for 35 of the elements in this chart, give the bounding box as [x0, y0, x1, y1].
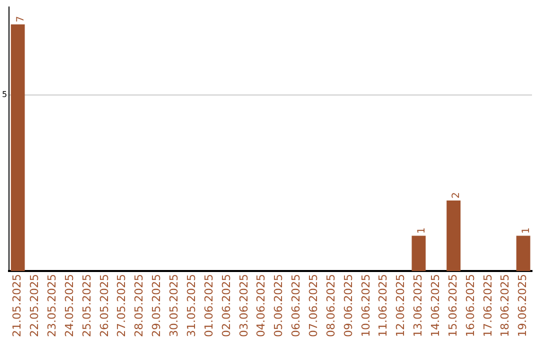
- x-tick-label: 19.06.2025: [516, 274, 530, 338]
- x-tick-label: 08.06.2025: [324, 274, 338, 338]
- x-tick-label: 30.05.2025: [168, 274, 181, 338]
- x-tick-label: 04.06.2025: [254, 274, 268, 338]
- x-tick-label: 15.06.2025: [446, 274, 460, 338]
- x-tick-label: 25.05.2025: [80, 274, 94, 338]
- x-tick-label: 03.06.2025: [237, 274, 250, 338]
- x-tick-label: 24.05.2025: [62, 274, 76, 338]
- x-tick-label: 09.06.2025: [342, 274, 355, 338]
- data-label: 1: [416, 227, 428, 234]
- y-tick-label: 5: [2, 90, 8, 99]
- x-tick-label: 05.06.2025: [272, 274, 286, 338]
- x-tick-label: 13.06.2025: [412, 274, 425, 338]
- x-tick-label: 02.06.2025: [220, 274, 233, 338]
- x-tick-label: 18.06.2025: [498, 274, 512, 338]
- data-label: 7: [15, 16, 26, 22]
- x-tick-label: 23.05.2025: [46, 274, 59, 338]
- x-tick-label: 29.05.2025: [150, 274, 164, 338]
- x-tick-label: 10.06.2025: [359, 274, 372, 338]
- x-tick-label: 07.06.2025: [306, 274, 320, 338]
- x-tick-label: 16.06.2025: [464, 274, 477, 338]
- data-label: 2: [451, 192, 462, 199]
- x-tick-label: 31.05.2025: [184, 274, 198, 338]
- x-tick-label: 28.05.2025: [132, 274, 146, 338]
- x-tick-label: 17.06.2025: [481, 274, 494, 338]
- x-tick-label: 11.06.2025: [376, 274, 390, 338]
- x-tick-label: 06.06.2025: [290, 274, 303, 338]
- x-tick-label: 22.05.2025: [28, 274, 42, 338]
- data-label: 1: [520, 227, 532, 234]
- x-tick-label: 27.05.2025: [115, 274, 128, 338]
- x-tick-label: 12.06.2025: [394, 274, 408, 338]
- x-tick-label: 14.06.2025: [428, 274, 442, 338]
- x-tick-label: 21.05.2025: [10, 274, 24, 338]
- x-tick-label: 26.05.2025: [98, 274, 111, 338]
- x-tick-label: 01.06.2025: [202, 274, 216, 338]
